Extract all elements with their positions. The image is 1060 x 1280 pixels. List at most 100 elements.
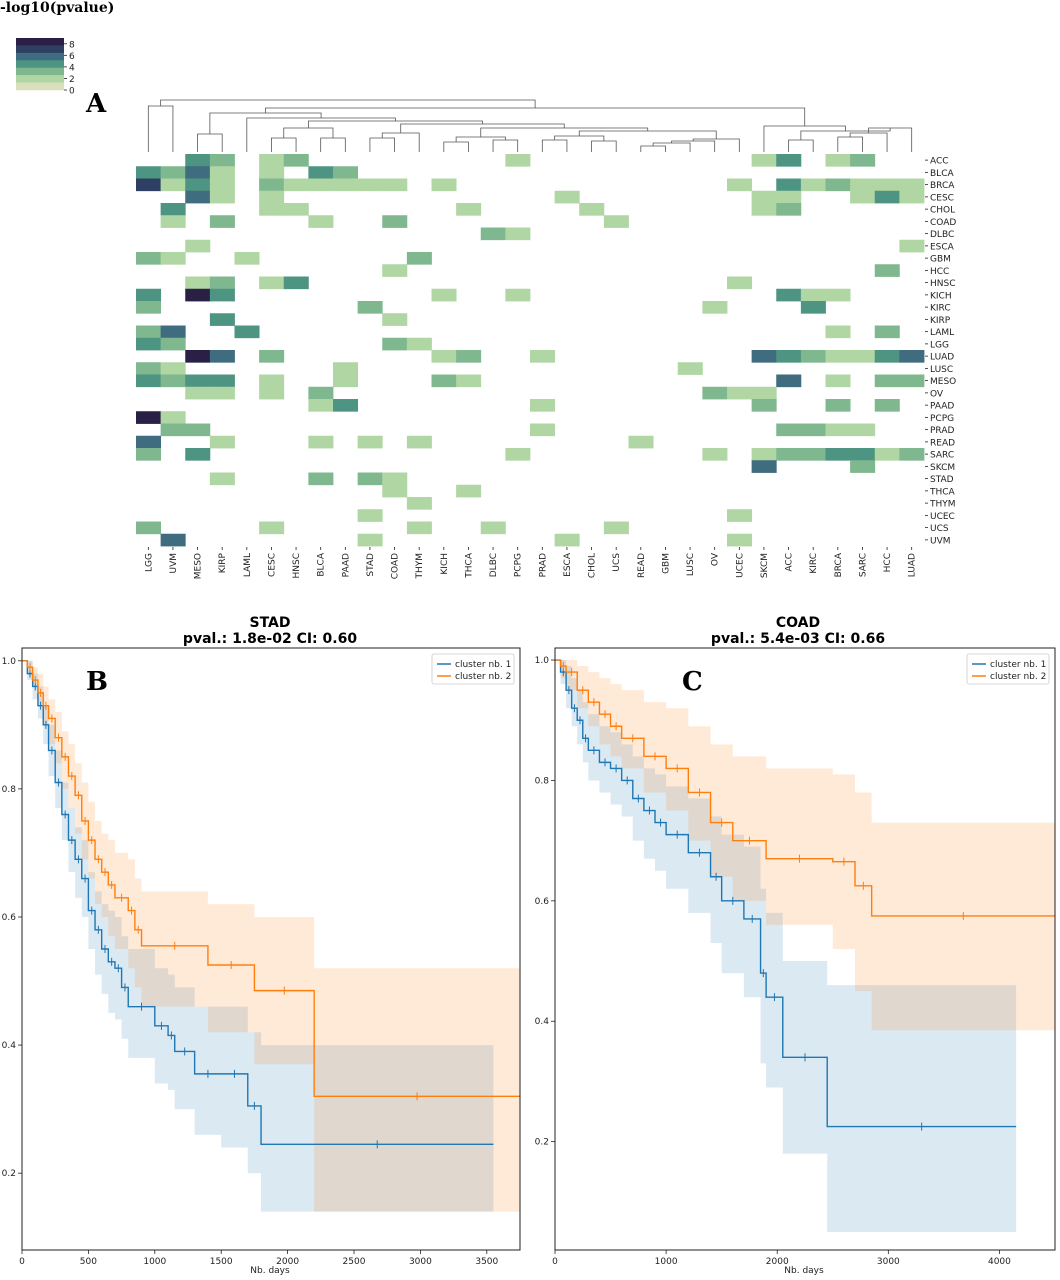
heatmap-cell [234, 325, 260, 339]
heatmap-col-label: ESCA [563, 552, 573, 577]
heatmap-cell [406, 497, 432, 510]
heatmap-cell [259, 276, 285, 290]
heatmap-cell [505, 227, 531, 241]
heatmap-cell [136, 288, 162, 302]
heatmap-cell [899, 190, 925, 204]
heatmap-row-label: LUAD [930, 353, 954, 363]
heatmap-cell [185, 178, 211, 192]
heatmap-cell [136, 362, 162, 375]
x-tick-label: 0 [552, 1257, 558, 1267]
heatmap-cell [874, 448, 900, 461]
heatmap-cell [800, 350, 826, 363]
heatmap-cell [382, 215, 408, 228]
dendrogram-link [443, 141, 469, 152]
heatmap-cell [308, 386, 334, 400]
heatmap-row-label: OV [930, 389, 944, 399]
heatmap-cell [382, 264, 408, 277]
heatmap-cell [825, 448, 851, 461]
heatmap-row-label: UVM [930, 536, 951, 546]
heatmap-cell [136, 252, 162, 265]
heatmap-col-label: ACC [785, 553, 795, 572]
heatmap-cell [308, 435, 334, 449]
heatmap-cell [185, 276, 211, 290]
heatmap-col-label: THCA [464, 552, 474, 579]
dendrogram-link [265, 107, 806, 126]
colorbar-tick-label: 0 [69, 87, 75, 97]
heatmap-cell [136, 435, 162, 449]
heatmap-cell [209, 313, 235, 326]
heatmap-row-label: MESO [930, 377, 956, 387]
dendrogram-link [381, 132, 420, 152]
heatmap-cell [185, 448, 211, 461]
heatmap-cell [825, 374, 851, 388]
heatmap-cell [480, 227, 506, 241]
heatmap-cell [800, 178, 826, 192]
heatmap-cell [160, 533, 186, 547]
x-tick-label: 2000 [766, 1257, 789, 1267]
heatmap-cell [209, 215, 235, 228]
heatmap-cell [505, 448, 531, 461]
heatmap-cell [160, 166, 186, 179]
heatmap-cell [874, 399, 900, 412]
y-tick-label: 0.8 [535, 776, 550, 786]
heatmap-cell [160, 203, 186, 216]
heatmap-cell [308, 178, 334, 192]
heatmap-cell [160, 252, 186, 265]
heatmap-cell [776, 190, 802, 204]
heatmap-cell [185, 166, 211, 179]
heatmap-cell [259, 203, 285, 216]
x-tick-label: 3000 [877, 1257, 900, 1267]
heatmap-row-label: LAML [930, 328, 954, 338]
heatmap-cell [259, 374, 285, 388]
heatmap-cell [160, 374, 186, 388]
heatmap-col-label: PAAD [341, 553, 351, 577]
km-xlabel-coad: Nb. days [784, 1266, 824, 1276]
heatmap-cell [751, 350, 777, 363]
heatmap-col-label: SKCM [760, 553, 770, 578]
heatmap-cell [825, 154, 851, 167]
heatmap-row-label: THCA [929, 487, 956, 497]
heatmap-cell [283, 178, 309, 192]
heatmap-col-label: COAD [391, 553, 401, 579]
heatmap-cell [800, 288, 826, 302]
colorbar-swatch [16, 82, 64, 91]
heatmap-cell [825, 399, 851, 412]
heatmap-cell [874, 350, 900, 363]
heatmap-cell [357, 301, 383, 314]
dendrogram-link [652, 142, 691, 152]
heatmap-row-label: THYM [929, 500, 956, 510]
heatmap-cell [899, 239, 925, 253]
heatmap-cell [480, 521, 506, 535]
heatmap-cell [727, 386, 753, 400]
x-tick-label: 0 [19, 1257, 25, 1267]
heatmap-cell [185, 350, 211, 363]
heatmap-cell [357, 472, 383, 486]
dendrogram-link [271, 137, 297, 152]
heatmap-cell [776, 374, 802, 388]
heatmap-cell [357, 509, 383, 522]
heatmap-cell [209, 154, 235, 167]
colorbar-swatch [16, 52, 64, 61]
colorbar-swatch [16, 38, 64, 46]
heatmap-cell [160, 215, 186, 228]
heatmap-cell [136, 166, 162, 179]
heatmap-cell [209, 435, 235, 449]
heatmap-cell [209, 386, 235, 400]
heatmap-cell [530, 399, 556, 412]
heatmap-cell [628, 435, 654, 449]
heatmap-cell [185, 386, 211, 400]
heatmap-cell [209, 276, 235, 290]
y-tick-label: 0.8 [2, 785, 17, 795]
colorbar-title: -log10(pvalue) [0, 0, 114, 16]
heatmap-cell [160, 178, 186, 192]
heatmap-cell [751, 448, 777, 461]
y-tick-label: 1.0 [2, 657, 17, 667]
heatmap-cell [160, 337, 186, 351]
heatmap-cell [160, 325, 186, 339]
dendrogram-link [455, 136, 506, 142]
heatmap-cell [800, 301, 826, 314]
heatmap-cell [727, 276, 753, 290]
heatmap-cell [185, 288, 211, 302]
heatmap-cell [776, 203, 802, 216]
